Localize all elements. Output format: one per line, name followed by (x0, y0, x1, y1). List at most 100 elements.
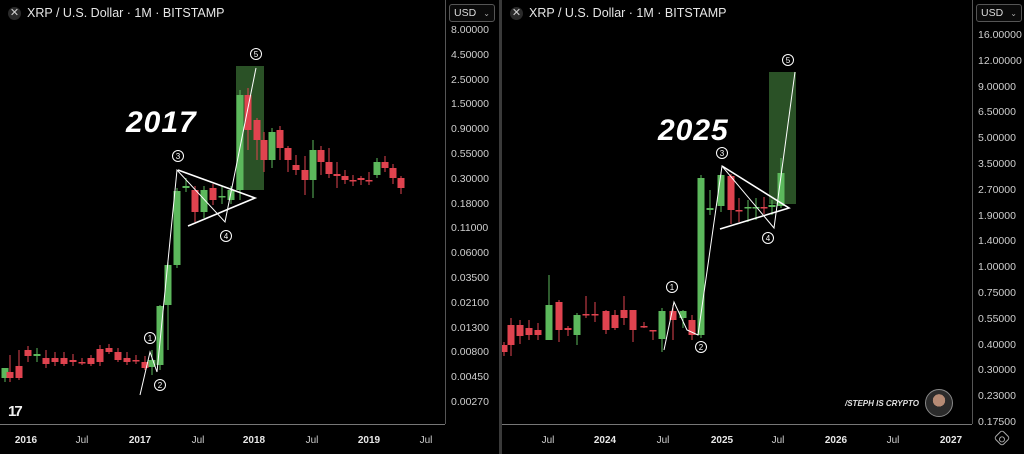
candle (87, 355, 95, 366)
price-tick: 1.50000 (451, 98, 489, 111)
candle (60, 352, 68, 366)
candle (6, 355, 14, 382)
candle (123, 352, 131, 365)
candle (573, 313, 581, 345)
price-tick: 0.30000 (978, 364, 1016, 377)
price-tick: 0.00800 (451, 346, 489, 359)
candle (173, 188, 181, 268)
svg-text:5: 5 (254, 50, 259, 59)
candle (502, 342, 508, 356)
time-tick: 2024 (593, 435, 617, 446)
svg-text:3: 3 (720, 149, 725, 158)
candle (96, 345, 104, 366)
candle (679, 310, 687, 328)
candle (24, 346, 32, 362)
wave-label-5: 5 (782, 54, 794, 66)
wave-label-5: 5 (250, 48, 262, 60)
price-tick: 0.02100 (451, 296, 489, 309)
price-tick: 0.00450 (451, 371, 489, 384)
price-tick: 5.00000 (978, 132, 1016, 145)
chevron-down-icon: ⌄ (1010, 8, 1017, 18)
candle (534, 323, 542, 340)
symbol-title[interactable]: XRP / U.S. Dollar · 1M · BITSTAMP (27, 6, 225, 20)
chart-header: ✕ XRP / U.S. Dollar · 1M · BITSTAMP (510, 6, 727, 20)
price-tick: 0.90000 (451, 123, 489, 136)
price-tick: 0.75000 (978, 287, 1016, 299)
price-tick: 0.55000 (451, 148, 489, 160)
price-tick: 3.50000 (978, 158, 1016, 170)
time-tick: Jul (191, 435, 205, 446)
candle (105, 344, 113, 354)
annotation-year-2025: 2025 (658, 114, 729, 147)
candle (253, 118, 261, 160)
watermark-text: /STEPH IS CRYPTO (845, 398, 919, 408)
time-tick: 2026 (824, 435, 848, 446)
time-tick: Jul (75, 435, 89, 446)
candle (649, 330, 657, 340)
price-axis[interactable]: USD ⌄ 16.00000 12.00000 9.00000 6.50000 5.00… (972, 0, 1024, 428)
svg-text:2: 2 (699, 343, 704, 352)
candle (15, 350, 23, 380)
time-axis[interactable]: Jul 2024 Jul 2025 Jul 2026 Jul 2027 (502, 424, 972, 454)
candle (268, 128, 276, 168)
candle (373, 158, 381, 178)
close-icon[interactable]: ✕ (510, 6, 523, 20)
candle (148, 350, 156, 375)
candle (42, 350, 50, 368)
elliott-wave-path (663, 71, 796, 351)
candle (744, 200, 752, 222)
symbol-title[interactable]: XRP / U.S. Dollar · 1M · BITSTAMP (529, 6, 727, 20)
wave-label-1: 1 (144, 332, 156, 344)
candlestick-plot-2025[interactable]: 1 2 3 4 5 (502, 0, 972, 424)
candle (276, 126, 284, 160)
candle (164, 262, 172, 350)
candle (706, 190, 714, 215)
svg-text:1: 1 (148, 334, 153, 343)
candle (602, 310, 610, 334)
price-tick: 0.23000 (978, 390, 1016, 403)
wave-label-2: 2 (695, 341, 707, 353)
time-tick: Jul (541, 435, 555, 446)
time-axis[interactable]: 2016 Jul 2017 Jul 2018 Jul 2019 Jul (0, 424, 445, 454)
time-tick: 2017 (128, 435, 152, 446)
wave-label-3: 3 (716, 147, 728, 159)
price-tick: 0.03500 (451, 272, 489, 284)
time-tick: Jul (771, 435, 785, 446)
svg-text:4: 4 (766, 234, 771, 243)
time-tick: 2019 (357, 435, 381, 446)
chart-panel-2017: 1 2 3 4 5 2017 ✕ XRP / U.S. Dollar · 1M · BI… (0, 0, 500, 454)
candle (640, 322, 648, 328)
candle (349, 175, 357, 186)
candle (341, 170, 349, 184)
candlestick-plot-2017[interactable]: 1 2 3 4 5 (0, 0, 445, 424)
candle (717, 172, 725, 212)
wave-label-1: 1 (666, 281, 678, 293)
candle (564, 326, 572, 336)
time-tick: Jul (886, 435, 900, 446)
candle (381, 156, 389, 172)
candle (317, 146, 325, 175)
time-tick: Jul (656, 435, 670, 446)
currency-select[interactable]: USD ⌄ (976, 4, 1022, 22)
price-tick: 4.50000 (451, 48, 489, 61)
price-axis[interactable]: USD ⌄ 8.00000 4.50000 2.50000 1.50000 0.9000… (445, 0, 500, 424)
wave-label-4: 4 (220, 230, 232, 242)
price-tick: 0.55000 (978, 312, 1016, 325)
candle (525, 320, 533, 340)
candle (397, 176, 405, 194)
candle (516, 320, 524, 344)
candle (132, 355, 140, 364)
candle (620, 296, 628, 325)
svg-text:4: 4 (224, 232, 229, 241)
candle (669, 305, 677, 340)
price-tick: 8.00000 (451, 24, 489, 36)
currency-select[interactable]: USD ⌄ (449, 4, 495, 22)
panel-divider[interactable] (499, 0, 502, 454)
price-tick: 16.00000 (978, 29, 1022, 41)
candle (260, 132, 268, 172)
candle (629, 310, 637, 342)
close-icon[interactable]: ✕ (8, 6, 21, 20)
price-tick: 0.06000 (451, 247, 489, 260)
price-tick: 9.00000 (978, 80, 1016, 93)
time-tick: 2027 (939, 435, 963, 446)
